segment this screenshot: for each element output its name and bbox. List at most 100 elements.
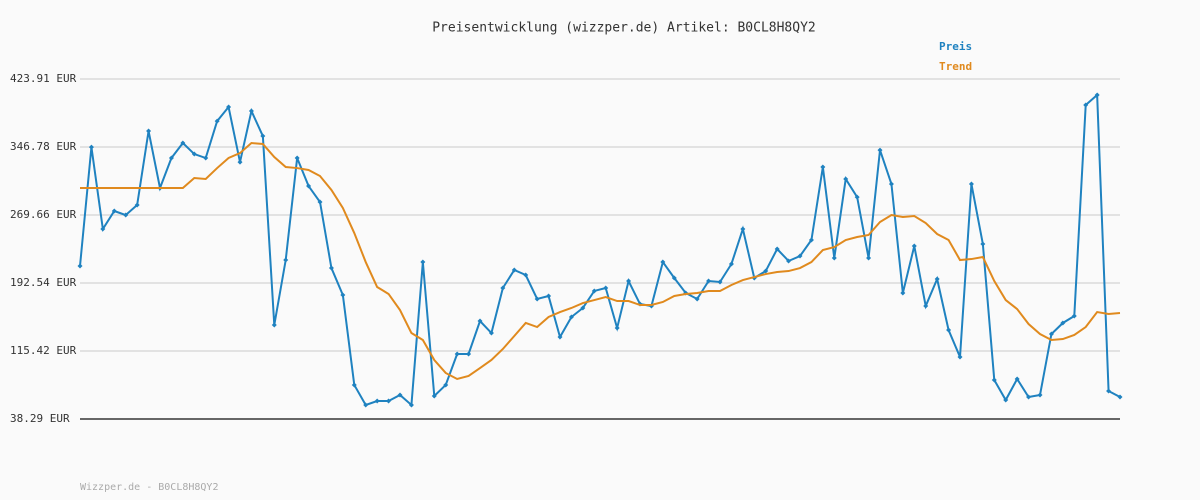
data-point xyxy=(786,258,792,264)
data-point xyxy=(1083,102,1089,108)
data-point xyxy=(717,279,723,285)
data-point xyxy=(923,303,929,309)
data-point xyxy=(420,259,426,265)
footer: Wizzper.de - B0CL8H8QY2 xyxy=(80,482,218,493)
series-line xyxy=(79,92,1121,408)
data-point xyxy=(603,285,609,291)
legend-label: Trend xyxy=(939,60,972,73)
data-point xyxy=(911,243,917,249)
data-point xyxy=(386,398,392,404)
data-point xyxy=(968,181,974,187)
data-point xyxy=(77,263,83,269)
data-point xyxy=(214,118,220,124)
data-point xyxy=(1071,313,1077,319)
data-point xyxy=(488,330,494,336)
data-point xyxy=(1117,394,1123,400)
data-point xyxy=(283,257,289,263)
data-point xyxy=(1003,397,1009,403)
data-point xyxy=(546,293,552,299)
data-point xyxy=(477,318,483,324)
data-point xyxy=(740,226,746,232)
data-point xyxy=(763,268,769,274)
data-point xyxy=(511,267,517,273)
data-point xyxy=(466,351,472,357)
data-point xyxy=(1037,392,1043,398)
data-point xyxy=(191,151,197,157)
data-point xyxy=(88,144,94,150)
data-point xyxy=(900,290,906,296)
data-point xyxy=(340,292,346,298)
data-point xyxy=(694,296,700,302)
data-point xyxy=(706,278,712,284)
data-point xyxy=(454,351,460,357)
data-point xyxy=(980,241,986,247)
y-tick-label: 115.42 EUR xyxy=(10,344,77,357)
y-tick-label: 192.54 EUR xyxy=(10,276,77,289)
data-point xyxy=(557,334,563,340)
data-point xyxy=(100,226,106,232)
data-point xyxy=(351,382,357,388)
data-point xyxy=(934,276,940,282)
data-point xyxy=(500,285,506,291)
data-point xyxy=(443,382,449,388)
data-point xyxy=(854,194,860,200)
data-point xyxy=(591,288,597,294)
data-point xyxy=(797,253,803,259)
data-point xyxy=(1106,388,1112,394)
data-point xyxy=(660,259,666,265)
data-point xyxy=(248,108,254,114)
data-point xyxy=(523,272,529,278)
data-point xyxy=(1094,92,1100,98)
data-point xyxy=(111,208,117,214)
data-point xyxy=(226,104,232,110)
data-point xyxy=(614,325,620,331)
data-point xyxy=(328,265,334,271)
data-point xyxy=(363,402,369,408)
y-tick-label: 269.66 EUR xyxy=(10,208,77,221)
data-point xyxy=(397,392,403,398)
data-point xyxy=(271,322,277,328)
data-point xyxy=(237,159,243,165)
series-line xyxy=(80,141,1121,381)
data-point xyxy=(123,212,129,218)
data-point xyxy=(946,327,952,333)
data-point xyxy=(580,305,586,311)
data-point xyxy=(306,183,312,189)
data-point xyxy=(774,246,780,252)
data-point xyxy=(294,155,300,161)
data-point xyxy=(146,128,152,134)
data-point xyxy=(831,255,837,261)
data-point xyxy=(1048,331,1054,337)
data-point xyxy=(957,354,963,360)
y-tick-label: 38.29 EUR xyxy=(10,412,70,425)
data-point xyxy=(260,133,266,139)
data-point xyxy=(408,402,414,408)
data-point xyxy=(626,278,632,284)
data-point xyxy=(374,398,380,404)
chart-title: Preisentwicklung (wizzper.de) Artikel: B… xyxy=(432,21,816,36)
data-point xyxy=(1014,376,1020,382)
y-tick-label: 346.78 EUR xyxy=(10,140,77,153)
data-point xyxy=(866,255,872,261)
data-point xyxy=(877,147,883,153)
data-point xyxy=(568,314,574,320)
data-point xyxy=(168,155,174,161)
data-point xyxy=(808,237,814,243)
y-tick-label: 423.91 EUR xyxy=(10,72,77,85)
data-point xyxy=(134,202,140,208)
data-point xyxy=(843,176,849,182)
data-point xyxy=(203,155,209,161)
data-point xyxy=(820,164,826,170)
data-point xyxy=(671,275,677,281)
legend-label: Preis xyxy=(939,40,972,53)
data-point xyxy=(180,140,186,146)
data-point xyxy=(728,261,734,267)
data-point xyxy=(991,377,997,383)
data-point xyxy=(888,181,894,187)
data-point xyxy=(1026,394,1032,400)
data-point xyxy=(431,393,437,399)
data-point xyxy=(534,296,540,302)
data-point xyxy=(1060,320,1066,326)
data-point xyxy=(317,199,323,205)
